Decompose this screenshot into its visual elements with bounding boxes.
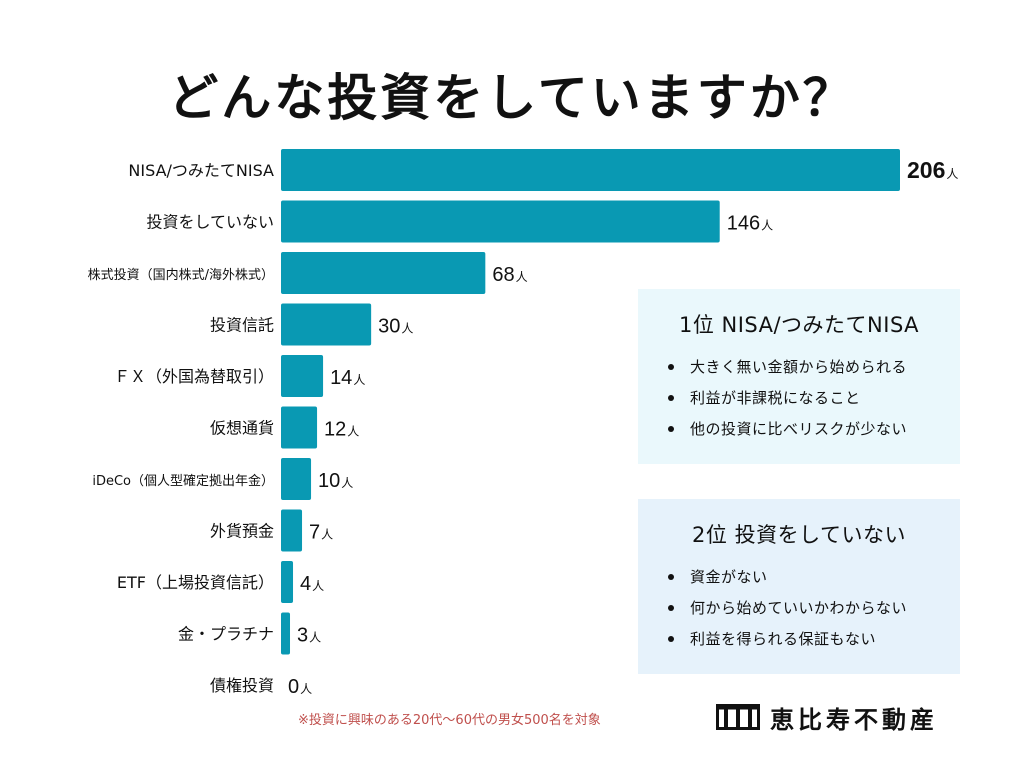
value-label: 12人 [324,419,359,441]
category-label: 投資信託 [210,316,274,335]
value-label: 10人 [318,470,353,492]
value-label: 3人 [297,625,321,647]
list-item: 他の投資に比べリスクが少ない [668,419,907,450]
brand-logo: 恵比寿不動産 [716,701,938,734]
page-title: どんな投資をしていますか？ [168,69,856,127]
list-item: 資金がない [668,567,907,598]
bullet-icon [668,605,674,611]
list-item: 何から始めていいかわからない [668,598,907,629]
value-label: 7人 [309,522,333,544]
bullet-icon [668,426,674,432]
category-label: ＦＸ（外国為替取引） [114,367,274,386]
value-label: 146人 [727,213,773,235]
category-label: 株式投資（国内株式/海外株式） [88,267,274,283]
category-label: 債権投資 [210,676,274,695]
building-logo-icon [716,704,760,730]
bar [281,612,291,655]
list-item: 利益を得られる保証もない [668,629,907,660]
bullet-icon [668,395,674,401]
bar [281,406,318,449]
category-label: 仮想通貨 [210,419,274,438]
category-label: 外貨預金 [210,522,274,541]
category-label: NISA/つみたてNISA [128,161,274,180]
panel-title: 2位 投資をしていない [692,523,906,547]
bar [281,509,303,552]
bar [281,200,720,243]
value-label: 4人 [300,573,324,595]
bar [281,458,312,500]
reason-list: 大きく無い金額から始められる 利益が非課税になること 他の投資に比べリスクが少な… [668,357,907,450]
bar [281,149,900,191]
bullet-icon [668,636,674,642]
value-label: 30人 [378,316,413,338]
category-label: 金・プラチナ [178,625,274,644]
bar [281,303,372,346]
bar [281,252,486,294]
list-item: 大きく無い金額から始められる [668,357,907,388]
bar [281,355,324,397]
value-label: 14人 [330,367,365,389]
panel-title: 1位 NISA/つみたてNISA [678,313,920,337]
bar [281,561,294,603]
brand-name: 恵比寿不動産 [770,705,938,734]
survey-note: ※投資に興味のある20代〜60代の男女500名を対象 [298,713,601,728]
reason-panel-2: 2位 投資をしていない 資金がない 何から始めていいかわからない 利益を得られる… [638,499,960,674]
category-label: iDeCo（個人型確定拠出年金） [92,473,274,489]
category-label: ETF（上場投資信託） [117,573,274,592]
value-label: 206人 [907,157,958,183]
reason-panel-1: 1位 NISA/つみたてNISA 大きく無い金額から始められる 利益が非課税にな… [638,289,960,464]
category-label: 投資をしていない [146,213,274,232]
value-label: 68人 [492,264,527,286]
bullet-icon [668,364,674,370]
reason-list: 資金がない 何から始めていいかわからない 利益を得られる保証もない [668,567,907,660]
value-label: 0人 [288,676,312,698]
bullet-icon [668,574,674,580]
list-item: 利益が非課税になること [668,388,907,419]
